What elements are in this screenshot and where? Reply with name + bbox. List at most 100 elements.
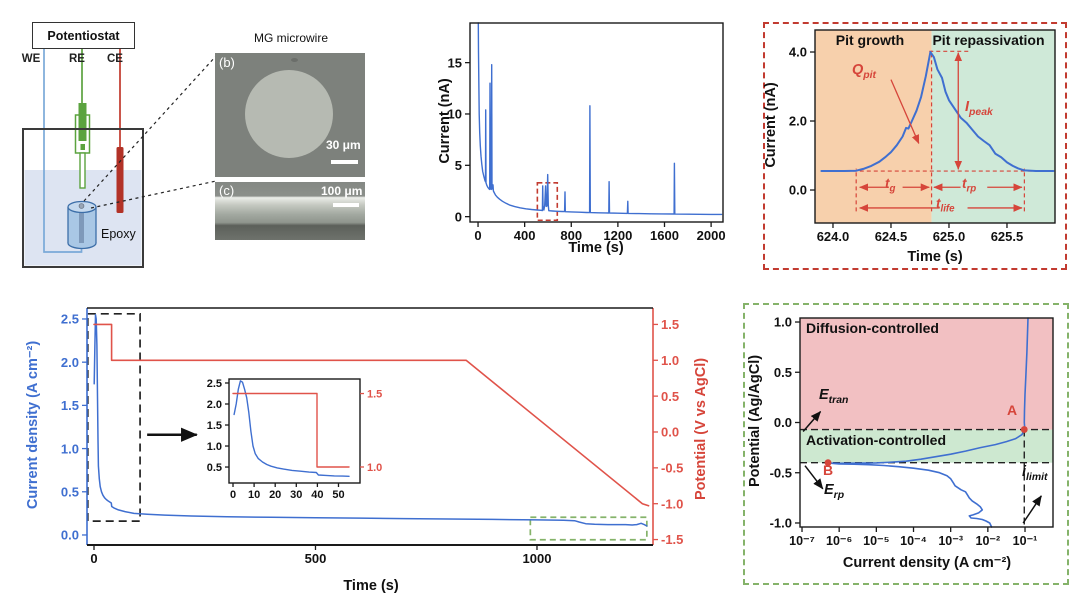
transient-x-axis-label: Time (s) <box>907 249 963 265</box>
sem-image-side-view: (c) 100 μm <box>215 182 365 240</box>
svg-text:624.5: 624.5 <box>875 229 908 244</box>
svg-text:10⁻⁶: 10⁻⁶ <box>826 534 852 548</box>
sem-b-scale-text: 30 μm <box>326 138 361 152</box>
chart-cp-inset: 0 10 20 30 40 50 0.5 1.0 1.5 2.0 2.5 1.5 1.0 <box>207 378 383 501</box>
svg-text:5: 5 <box>455 158 462 173</box>
sem-b-label: (b) <box>219 55 235 70</box>
svg-text:1.5: 1.5 <box>61 398 79 413</box>
svg-text:10⁻⁴: 10⁻⁴ <box>900 534 927 548</box>
svg-text:40: 40 <box>311 489 323 501</box>
polarization-x-axis-label: Current density (A cm⁻²) <box>842 555 1012 571</box>
annotation-arrow <box>804 465 824 490</box>
we-label: WE <box>21 53 41 65</box>
svg-text:10⁻³: 10⁻³ <box>938 534 963 548</box>
svg-text:10⁻²: 10⁻² <box>976 534 1001 548</box>
sem-c-label: (c) <box>219 183 235 198</box>
potentiostat-label: Potentiostat <box>47 28 120 43</box>
sem-title: MG microwire <box>254 31 328 45</box>
svg-text:2.0: 2.0 <box>207 399 222 411</box>
series-pit-current-transient <box>820 51 1055 172</box>
point-b-label: B <box>823 462 834 478</box>
svg-text:2.5: 2.5 <box>61 312 79 327</box>
svg-text:0.5: 0.5 <box>661 389 679 404</box>
i-limit-label: ilimit <box>1022 464 1048 483</box>
svg-text:-0.5: -0.5 <box>661 461 683 476</box>
overview-x-axis-label: Time (s) <box>568 240 624 256</box>
svg-text:10⁻¹: 10⁻¹ <box>1013 534 1038 548</box>
svg-text:0: 0 <box>230 489 236 501</box>
annotation-arrow <box>890 79 920 144</box>
re-label: RE <box>69 53 85 65</box>
callout-line-to-sem-c <box>90 180 217 209</box>
svg-text:625.5: 625.5 <box>991 229 1024 244</box>
svg-text:0.0: 0.0 <box>774 415 792 430</box>
beaker <box>22 128 144 268</box>
svg-text:0.0: 0.0 <box>61 528 79 543</box>
svg-text:0.0: 0.0 <box>661 425 679 440</box>
reference-electrode-tip <box>79 152 86 189</box>
svg-text:1600: 1600 <box>650 228 679 243</box>
ce-label: CE <box>107 53 123 65</box>
svg-text:10: 10 <box>448 107 462 122</box>
svg-text:2.5: 2.5 <box>207 378 222 390</box>
pit-growth-label: Pit growth <box>835 32 905 48</box>
svg-text:1.0: 1.0 <box>367 462 382 474</box>
sem-image-cross-section: (b) 30 μm <box>215 53 365 177</box>
series-current-density <box>93 313 648 527</box>
activation-controlled region <box>800 429 1053 463</box>
svg-text:0.5: 0.5 <box>207 462 222 474</box>
svg-text:10: 10 <box>248 489 260 501</box>
svg-text:1000: 1000 <box>523 551 552 566</box>
svg-text:10⁻⁷: 10⁻⁷ <box>789 534 815 548</box>
svg-text:4.0: 4.0 <box>789 45 807 60</box>
overview-y-axis-label: Current (nA) <box>437 78 454 164</box>
svg-text:2000: 2000 <box>697 228 726 243</box>
svg-text:1200: 1200 <box>603 228 632 243</box>
svg-text:1.5: 1.5 <box>207 420 222 432</box>
svg-text:0.5: 0.5 <box>774 365 792 380</box>
potentiostat-box: Potentiostat <box>32 22 135 49</box>
svg-text:15: 15 <box>448 55 462 70</box>
svg-text:0.0: 0.0 <box>789 183 807 198</box>
series-applied-potential <box>93 323 650 507</box>
point A <box>1020 426 1028 433</box>
reference-electrode-junction <box>80 144 85 150</box>
svg-text:-0.5: -0.5 <box>770 465 792 480</box>
microwire-cross-section-circle <box>245 70 333 158</box>
microwire-cross-section-dot <box>78 203 85 209</box>
embedded-microwire <box>79 207 84 243</box>
sem-b-scale-bar <box>331 160 358 164</box>
svg-text:400: 400 <box>514 228 536 243</box>
point-a-label: A <box>1007 402 1018 418</box>
polarization-y-axis-label: Potential (Ag/AgCl) <box>747 354 764 488</box>
t-rp-label: trp <box>962 176 977 195</box>
chart-polarization: 10⁻⁷ 10⁻⁶ 10⁻⁵ 10⁻⁴ 10⁻³ 10⁻² 10⁻¹ 1.0 0.5 0.0 -0.… <box>770 315 1054 548</box>
svg-text:1.5: 1.5 <box>661 317 679 332</box>
svg-text:625.0: 625.0 <box>933 229 966 244</box>
svg-text:1.0: 1.0 <box>774 315 792 330</box>
diffusion-controlled-label: Diffusion-controlled <box>806 320 939 336</box>
reference-electrode-core <box>78 103 87 141</box>
pit growth region <box>815 30 932 223</box>
svg-text:0: 0 <box>455 209 462 224</box>
svg-text:624.0: 624.0 <box>817 229 850 244</box>
e-tran-label: Etran <box>819 387 849 406</box>
svg-text:0: 0 <box>90 551 97 566</box>
series-polarization-curve <box>827 317 1029 528</box>
svg-text:2.0: 2.0 <box>789 114 807 129</box>
series-current-density-zoom <box>233 380 350 477</box>
series-applied-potential-zoom <box>232 392 350 468</box>
callout-line-to-sem-b <box>83 55 217 202</box>
dashed-highlight-box <box>86 312 141 523</box>
svg-text:1.0: 1.0 <box>661 353 679 368</box>
series-pitting-current <box>477 22 723 216</box>
svg-text:50: 50 <box>332 489 344 501</box>
sem-c-scale-bar <box>333 203 359 207</box>
diffusion-controlled region <box>800 318 1053 430</box>
svg-text:2.0: 2.0 <box>61 355 79 370</box>
svg-text:1.5: 1.5 <box>367 389 382 401</box>
cp-right-y-axis-label: Potential (V vs AgCl) <box>693 357 710 500</box>
